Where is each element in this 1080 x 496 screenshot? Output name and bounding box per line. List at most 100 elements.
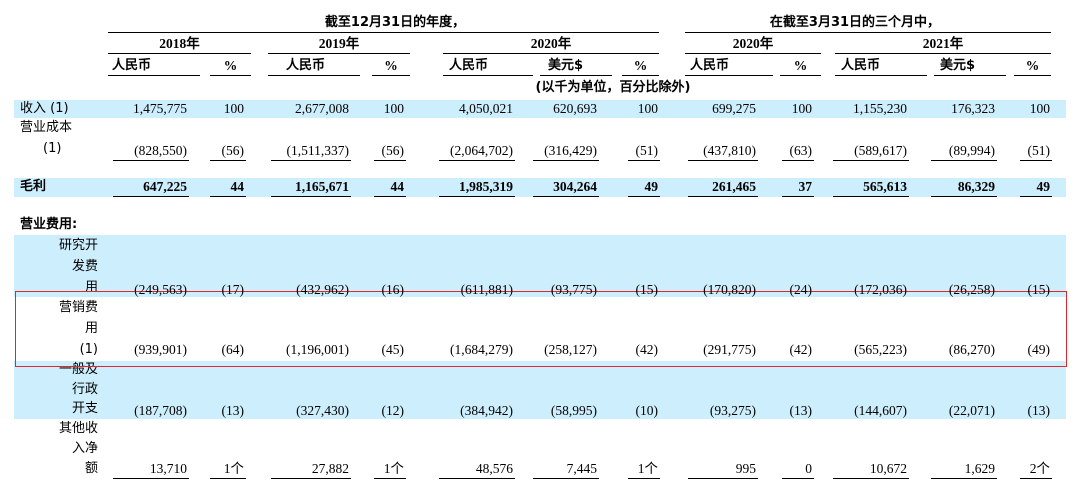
cell-underline	[833, 478, 909, 479]
subcol-pct-2020-q: %	[793, 58, 808, 73]
table-cell: (17)	[221, 282, 245, 297]
table-cell: 10,672	[869, 461, 907, 476]
subcol-rule	[268, 75, 360, 76]
unit-note: (以千为单位，百分比除外)	[535, 80, 691, 95]
subcol-rmb-2020-q: 人民币	[690, 58, 730, 73]
table-cell: (2,064,702)	[450, 143, 513, 158]
row-label-other-line2: 入净	[71, 441, 98, 456]
table-cell: 4,050,021	[459, 101, 513, 116]
table-cell: (22,071)	[948, 403, 995, 418]
subcol-rule	[622, 75, 659, 76]
table-cell: 100	[637, 101, 658, 116]
table-cell: (15)	[635, 282, 659, 297]
table-cell: (437,810)	[703, 143, 756, 158]
table-cell: 1,475,775	[133, 101, 187, 116]
cell-underline	[1020, 196, 1052, 197]
cell-underline	[533, 478, 599, 479]
subcol-rule	[210, 75, 251, 76]
row-label-sales-line3: (1)	[79, 342, 98, 357]
table-cell: 100	[383, 101, 404, 116]
cell-underline	[271, 196, 351, 197]
table-cell: 2,677,008	[295, 101, 349, 116]
row-band-ga	[14, 361, 1066, 419]
period-header-quarter: 在截至3月31日的三个月中，	[769, 15, 941, 30]
cell-underline	[271, 478, 351, 479]
cell-underline	[833, 160, 909, 161]
table-cell: (51)	[635, 143, 659, 158]
cell-underline	[931, 196, 997, 197]
table-cell: (86,270)	[948, 342, 995, 357]
table-cell: (1,511,337)	[286, 143, 350, 158]
table-cell: (589,617)	[854, 143, 907, 158]
table-cell: 176,323	[951, 101, 995, 116]
table-cell: (56)	[221, 143, 245, 158]
table-cell: 37	[798, 179, 813, 194]
table-cell: (64)	[221, 342, 245, 357]
period-rule-full-year	[108, 32, 659, 33]
subcol-rmb-2018: 人民币	[112, 58, 152, 73]
table-cell: 48,576	[475, 461, 513, 476]
table-cell: 1,165,671	[295, 179, 349, 194]
year-2020-q: 2020年	[732, 36, 774, 51]
table-cell: (565,223)	[854, 342, 907, 357]
row-label-rnd-line1: 研究开	[58, 238, 98, 253]
table-cell: 100	[223, 101, 244, 116]
subcol-rule	[685, 75, 773, 76]
row-label-cost-line2: (1)	[43, 141, 62, 156]
table-cell: (93,275)	[709, 403, 756, 418]
table-cell: (42)	[789, 342, 813, 357]
row-label-ga-line1: 一般及	[58, 362, 98, 377]
table-cell: 1,985,319	[459, 179, 513, 194]
cell-underline	[374, 478, 406, 479]
cell-underline	[833, 196, 909, 197]
period-header-full-year: 截至12月31日的年度，	[324, 15, 466, 30]
subcol-rule	[540, 75, 612, 76]
table-cell: 1,629	[964, 461, 995, 476]
subcol-rule	[780, 75, 821, 76]
cell-underline	[113, 160, 189, 161]
year-rule-2018	[108, 53, 251, 54]
table-cell: 0	[805, 461, 812, 476]
year-2018: 2018年	[159, 36, 200, 51]
table-cell: (170,820)	[703, 282, 756, 297]
table-cell: 647,225	[143, 179, 187, 194]
table-cell: 27,882	[311, 461, 349, 476]
row-label-revenue: 收入 (1)	[20, 101, 69, 116]
row-label-ga-line2: 行政	[71, 382, 98, 397]
row-label-sales-line1: 营销费	[58, 300, 98, 315]
row-label-rnd-line2: 发费	[71, 259, 98, 274]
table-cell: 1个	[223, 461, 244, 476]
table-cell: 13,710	[149, 461, 187, 476]
subcol-rmb-2020: 人民币	[449, 58, 489, 73]
table-cell: (58,995)	[550, 403, 597, 418]
table-cell: (42)	[635, 342, 659, 357]
table-cell: (12)	[381, 403, 405, 418]
cell-underline	[533, 160, 599, 161]
table-cell: 44	[390, 179, 405, 194]
highlight-box	[15, 291, 1067, 367]
table-cell: (327,430)	[296, 403, 349, 418]
subcol-rule	[108, 75, 200, 76]
row-label-other-line3: 额	[84, 461, 98, 476]
table-cell: (13)	[221, 403, 245, 418]
subcol-pct-2019: %	[384, 58, 398, 73]
row-band-revenue	[14, 100, 1066, 118]
table-cell: 7,445	[566, 461, 597, 476]
table-cell: (1,684,279)	[450, 342, 513, 357]
subcol-rmb-2021-q: 人民币	[841, 58, 881, 73]
row-label-gross-profit: 毛利	[20, 179, 47, 194]
year-rule-2019	[268, 53, 410, 54]
row-label-cost-line1: 营业成本	[20, 120, 73, 135]
table-cell: (384,942)	[460, 403, 513, 418]
row-label-other-line1: 其他收	[58, 421, 98, 436]
table-cell: (49)	[1027, 342, 1051, 357]
year-2020: 2020年	[530, 36, 572, 51]
subcol-rule	[835, 75, 927, 76]
cell-underline	[782, 196, 814, 197]
table-cell: 1,155,230	[853, 101, 907, 116]
table-cell: (187,708)	[134, 403, 187, 418]
table-cell: (13)	[789, 403, 813, 418]
subcol-rule	[443, 75, 533, 76]
row-band-gross-profit	[14, 178, 1066, 197]
table-cell: 620,693	[553, 101, 597, 116]
